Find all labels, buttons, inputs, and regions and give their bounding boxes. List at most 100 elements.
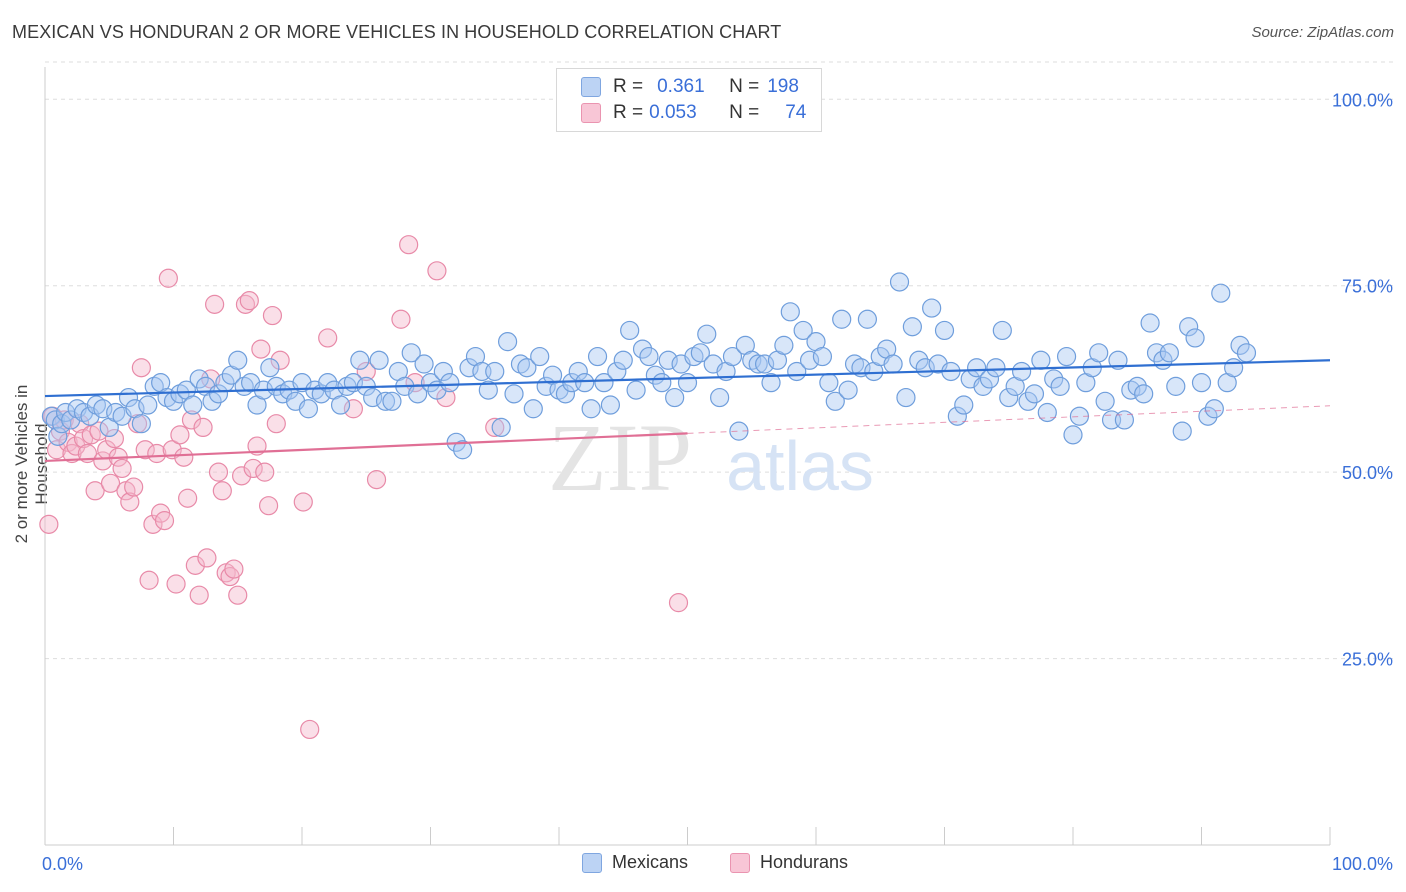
data-point-mexicans <box>1089 343 1109 363</box>
data-point-hondurans <box>391 309 411 329</box>
data-point-hondurans <box>247 436 267 456</box>
data-point-mexicans <box>1204 399 1224 419</box>
data-point-hondurans <box>174 447 194 467</box>
legend-n-label: N = <box>729 76 760 97</box>
bottom-swatch-mexicans <box>582 852 602 873</box>
watermark-atlas: atlas <box>726 427 874 505</box>
data-point-mexicans <box>1031 350 1051 370</box>
data-point-mexicans <box>954 395 974 415</box>
data-point-mexicans <box>1134 384 1154 404</box>
data-point-mexicans <box>986 358 1006 378</box>
data-point-mexicans <box>1095 391 1115 411</box>
data-point-hondurans <box>66 436 86 456</box>
data-point-mexicans <box>967 358 987 378</box>
data-point-mexicans <box>485 361 505 382</box>
data-point-hondurans <box>251 339 271 359</box>
data-point-hondurans <box>112 458 132 479</box>
data-point-hondurans <box>258 496 279 516</box>
data-point-mexicans <box>363 387 383 408</box>
legend-swatch-mexicans <box>581 77 601 97</box>
data-point-hondurans <box>178 488 198 508</box>
data-point-mexicans <box>1224 358 1244 378</box>
data-point-mexicans <box>889 272 910 292</box>
trend-line-hondurans <box>44 432 688 463</box>
data-point-mexicans <box>761 373 781 393</box>
data-point-mexicans <box>1159 343 1179 363</box>
data-point-mexicans <box>1114 410 1135 430</box>
data-point-hondurans <box>124 477 144 497</box>
data-point-mexicans <box>504 384 524 404</box>
watermark-zip: ZIP <box>548 404 692 511</box>
data-point-mexicans <box>658 350 678 370</box>
bottom-legend-mexicans: Mexicans <box>582 852 688 873</box>
data-point-mexicans <box>992 320 1012 341</box>
data-point-hondurans <box>85 481 105 501</box>
data-point-hondurans <box>181 410 202 430</box>
data-point-mexicans <box>883 354 903 374</box>
data-point-mexicans <box>812 346 833 367</box>
data-point-mexicans <box>208 384 229 404</box>
data-point-mexicans <box>1236 343 1257 363</box>
data-point-mexicans <box>440 373 460 393</box>
data-point-hondurans <box>266 414 286 434</box>
data-point-hondurans <box>243 458 263 479</box>
axes <box>44 67 1331 846</box>
data-point-mexicans <box>799 350 820 370</box>
data-point-hondurans <box>293 492 313 512</box>
data-point-mexicans <box>780 302 800 322</box>
data-point-hondurans <box>158 268 178 288</box>
data-point-mexicans <box>1108 350 1128 370</box>
data-point-hondurans <box>93 451 113 471</box>
data-point-hondurans <box>166 574 186 594</box>
data-point-mexicans <box>228 350 248 370</box>
data-point-hondurans <box>228 585 248 605</box>
data-point-mexicans <box>819 373 839 393</box>
data-point-mexicans <box>793 320 813 341</box>
data-point-mexicans <box>1185 328 1205 348</box>
data-point-hondurans <box>197 548 217 568</box>
data-point-mexicans <box>433 361 453 382</box>
series-mexicans-points <box>41 272 1257 460</box>
data-point-mexicans <box>710 387 730 408</box>
data-point-hondurans <box>89 421 109 441</box>
trend-line-mexicans <box>44 359 1331 398</box>
data-point-hondurans <box>300 719 320 740</box>
data-point-hondurans <box>366 470 387 490</box>
data-point-mexicans <box>369 350 389 370</box>
data-point-mexicans <box>517 358 537 378</box>
data-point-hondurans <box>270 350 290 370</box>
data-point-mexicans <box>934 320 955 341</box>
y-tick-label: 100.0% <box>1332 90 1393 110</box>
data-point-mexicans <box>581 399 601 419</box>
legend-r-value: 0.361 <box>657 76 705 97</box>
data-point-mexicans <box>600 395 621 415</box>
data-point-mexicans <box>1011 361 1032 382</box>
data-point-hondurans <box>104 428 124 449</box>
legend-row-hondurans: R = 0.053 N = 74 <box>581 101 807 125</box>
legend-r-label: R = <box>613 76 644 97</box>
data-point-mexicans <box>748 354 768 374</box>
data-point-mexicans <box>697 324 717 344</box>
chart-title: MEXICAN VS HONDURAN 2 OR MORE VEHICLES I… <box>12 22 782 42</box>
data-point-mexicans <box>896 387 916 408</box>
data-point-mexicans <box>922 298 942 318</box>
data-point-mexicans <box>774 335 794 355</box>
data-point-mexicans <box>1024 384 1045 404</box>
data-point-hondurans <box>189 585 209 605</box>
data-point-mexicans <box>620 320 640 341</box>
data-point-mexicans <box>420 373 441 393</box>
tick-labels: 25.0% 50.0% 75.0% 100.0% 0.0% 100.0% <box>42 90 1393 874</box>
data-point-mexicans <box>632 339 653 359</box>
data-point-hondurans <box>154 511 175 531</box>
data-point-mexicans <box>414 354 434 374</box>
data-point-mexicans <box>93 399 113 419</box>
data-point-mexicans <box>594 373 614 393</box>
legend-row-mexicans: R = 0.361 N = 198 <box>581 75 799 99</box>
data-point-mexicans <box>902 317 922 337</box>
bottom-legend-hondurans: Hondurans <box>730 852 848 873</box>
data-point-hondurans <box>170 425 190 445</box>
data-point-mexicans <box>999 387 1019 408</box>
data-point-mexicans <box>1191 373 1212 393</box>
legend-n-value: 74 <box>785 102 807 123</box>
